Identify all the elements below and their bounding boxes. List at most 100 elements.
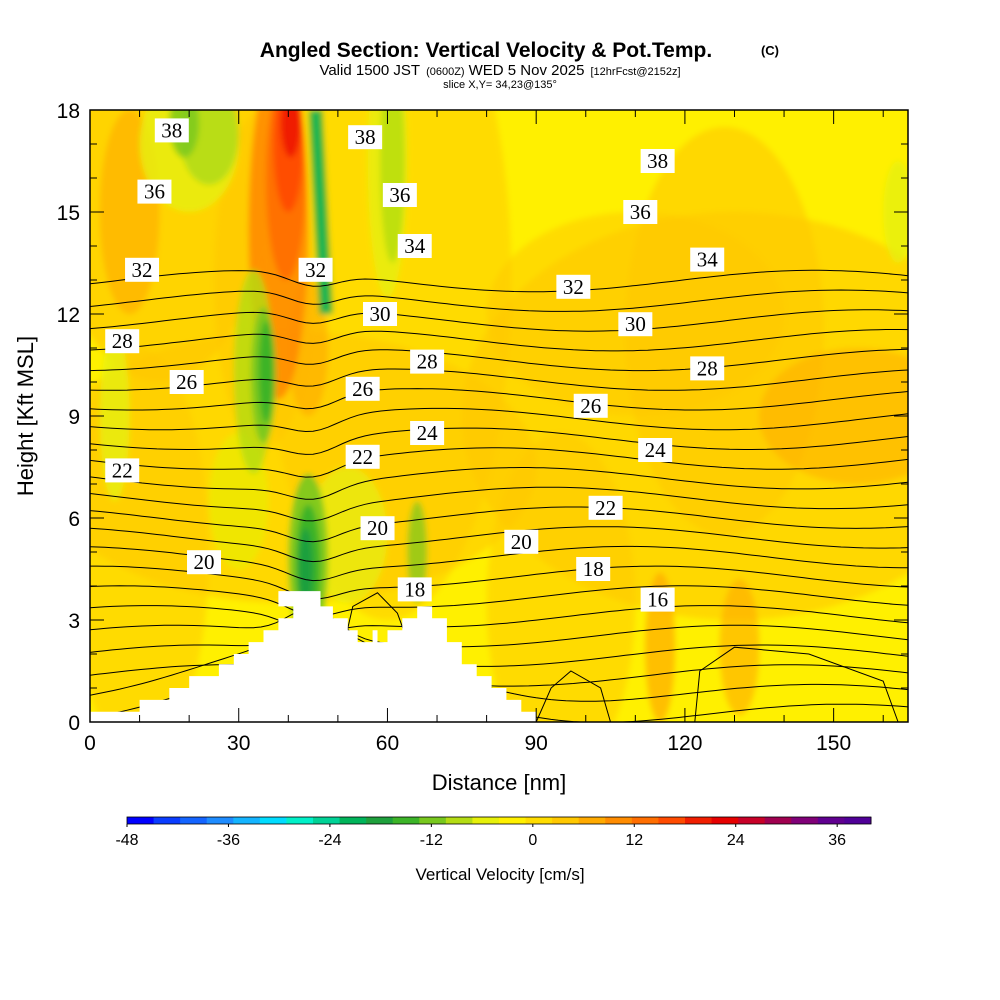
- y-tick-label: 18: [57, 100, 80, 123]
- svg-text:36: 36: [630, 200, 651, 224]
- terrain: [90, 591, 537, 722]
- contour-label: 38: [640, 149, 675, 173]
- contour-label: 20: [187, 550, 222, 575]
- svg-text:36: 36: [389, 183, 410, 207]
- svg-text:36: 36: [144, 180, 165, 204]
- x-tick-label: 30: [227, 732, 250, 755]
- subtitle-forecast: [12hrFcst@2152z]: [591, 66, 681, 78]
- svg-text:24: 24: [645, 438, 667, 462]
- svg-text:24: 24: [417, 421, 439, 445]
- contour-label: 26: [169, 370, 204, 394]
- colorbar-swatch: [419, 817, 447, 824]
- y-tick-label: 9: [68, 406, 80, 429]
- colorbar-swatch: [791, 817, 819, 824]
- chart-subtitle: Valid 1500 JST (0600Z) WED 5 Nov 2025 [12hr…: [319, 62, 680, 79]
- svg-text:38: 38: [355, 125, 376, 149]
- contour-label: 26: [573, 393, 608, 418]
- contour-label: 32: [298, 257, 333, 282]
- contour-label: 34: [397, 234, 432, 258]
- contour-label: 36: [137, 179, 172, 204]
- x-axis-label: Distance [nm]: [432, 770, 567, 795]
- svg-text:30: 30: [370, 302, 391, 326]
- subtitle-valid: Valid 1500 JST: [319, 62, 420, 79]
- colorbar-swatch: [631, 817, 659, 824]
- colorbar-swatch: [552, 817, 580, 824]
- x-tick-label: 0: [84, 732, 96, 755]
- svg-text:28: 28: [697, 356, 718, 380]
- colorbar-swatch: [153, 817, 181, 824]
- contour-label: 38: [154, 118, 189, 143]
- x-tick-label: 90: [525, 732, 548, 755]
- svg-text:26: 26: [352, 377, 373, 401]
- colorbar-swatch: [286, 817, 314, 824]
- colorbar-swatch: [339, 817, 367, 824]
- subtitle-utc: (0600Z): [426, 66, 465, 78]
- svg-text:30: 30: [625, 312, 646, 336]
- subtitle-date: WED 5 Nov 2025: [469, 62, 585, 79]
- contour-label: 18: [576, 557, 611, 581]
- svg-text:18: 18: [583, 557, 604, 581]
- colorbar-tick-label: 36: [828, 832, 846, 849]
- colorbar-swatch: [525, 817, 553, 824]
- colorbar-swatch: [658, 817, 686, 824]
- contour-label: 22: [345, 444, 380, 469]
- colorbar-tick-label: -24: [318, 832, 341, 849]
- colorbar-tick-label: 0: [528, 832, 537, 849]
- chart-title: Angled Section: Vertical Velocity & Pot.…: [260, 39, 712, 62]
- contour-label: 16: [640, 587, 675, 612]
- colorbar-swatch: [844, 817, 872, 824]
- colorbar: -48 -36 -24 -12 0 12 24 36: [115, 816, 872, 849]
- colorbar-swatch: [445, 817, 473, 824]
- svg-text:34: 34: [697, 248, 719, 272]
- colorbar-swatch: [764, 817, 792, 824]
- contour-label: 36: [623, 200, 658, 224]
- svg-text:20: 20: [367, 516, 388, 540]
- plot-area: 38 38 38 36 36 36 34 34 32 32 32 30 30 28 28 28 26 26 26 24…: [90, 110, 908, 722]
- colorbar-swatch: [366, 817, 394, 824]
- y-tick-label: 0: [68, 712, 80, 735]
- slice-info: slice X,Y= 34,23@135°: [443, 79, 557, 91]
- velocity-shading: [90, 110, 908, 722]
- y-tick-label: 6: [68, 508, 80, 531]
- svg-text:16: 16: [647, 588, 668, 612]
- svg-text:26: 26: [580, 394, 601, 418]
- contour-label: 32: [556, 274, 591, 299]
- contour-label: 28: [105, 329, 140, 354]
- y-tick-label: 3: [68, 610, 80, 633]
- contour-label: 34: [690, 247, 725, 272]
- contour-label: 18: [397, 577, 432, 602]
- contour-label: 30: [618, 312, 653, 337]
- svg-text:32: 32: [563, 275, 584, 299]
- contour-label: 22: [105, 458, 140, 483]
- svg-text:28: 28: [417, 350, 438, 374]
- svg-text:32: 32: [305, 258, 326, 282]
- colorbar-swatch: [206, 817, 234, 824]
- contour-label: 24: [638, 438, 673, 462]
- colorbar-swatch: [711, 817, 739, 824]
- svg-text:38: 38: [647, 149, 668, 173]
- contour-label: 26: [345, 376, 380, 401]
- colorbar-tick-label: -48: [115, 832, 138, 849]
- colorbar-label: Vertical Velocity [cm/s]: [415, 865, 584, 884]
- contour-label: 22: [588, 495, 623, 520]
- colorbar-swatch: [127, 817, 155, 824]
- y-axis-label: Height [Kft MSL]: [13, 336, 38, 496]
- contour-label: 38: [348, 125, 383, 150]
- contour-label: 20: [360, 516, 395, 541]
- svg-text:38: 38: [161, 118, 182, 142]
- svg-text:22: 22: [112, 458, 133, 482]
- colorbar-swatch: [392, 817, 420, 824]
- colorbar-swatch: [259, 817, 287, 824]
- colorbar-swatch: [817, 817, 845, 824]
- x-tick-label: 60: [376, 732, 399, 755]
- colorbar-tick-label: -12: [420, 832, 443, 849]
- y-tick-label: 15: [57, 202, 80, 225]
- contour-label: 30: [363, 302, 398, 326]
- colorbar-swatch: [472, 817, 500, 824]
- colorbar-swatch: [313, 817, 341, 824]
- colorbar-tick-label: -36: [217, 832, 240, 849]
- contour-label: 28: [410, 349, 445, 374]
- contour-label: 28: [690, 356, 725, 381]
